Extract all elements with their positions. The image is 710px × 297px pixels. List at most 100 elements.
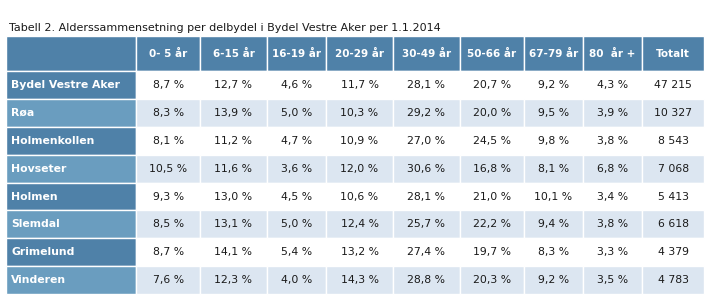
Bar (642, 99, 704, 127)
Text: 3,3 %: 3,3 % (597, 247, 628, 257)
Text: 3,4 %: 3,4 % (597, 192, 628, 202)
Text: 4 379: 4 379 (657, 247, 689, 257)
Bar (267, 266, 326, 294)
Text: 28,1 %: 28,1 % (408, 192, 445, 202)
Bar (136, 183, 200, 211)
Bar (523, 155, 583, 183)
Text: 10,5 %: 10,5 % (149, 164, 187, 174)
Bar (523, 183, 583, 211)
Bar (326, 99, 393, 127)
Bar (523, 37, 583, 71)
Text: 4,6 %: 4,6 % (281, 80, 312, 90)
Bar (583, 71, 642, 99)
Bar (326, 238, 393, 266)
Bar (460, 127, 523, 155)
Text: 8,7 %: 8,7 % (153, 80, 184, 90)
Text: 24,5 %: 24,5 % (473, 136, 510, 146)
Text: 14,3 %: 14,3 % (341, 275, 378, 285)
Text: 13,2 %: 13,2 % (341, 247, 378, 257)
Bar (326, 183, 393, 211)
Text: 80  år +: 80 år + (589, 49, 635, 59)
Bar (642, 211, 704, 238)
Bar (523, 127, 583, 155)
Bar (642, 155, 704, 183)
Bar (583, 238, 642, 266)
Bar (200, 99, 267, 127)
Text: 20,3 %: 20,3 % (473, 275, 510, 285)
Text: 11,7 %: 11,7 % (341, 80, 378, 90)
Text: 0- 5 år: 0- 5 år (149, 49, 187, 59)
Text: 16-19 år: 16-19 år (272, 49, 321, 59)
Text: 8,3 %: 8,3 % (153, 108, 184, 118)
Text: 7 068: 7 068 (657, 164, 689, 174)
Bar (136, 238, 200, 266)
Bar (6, 155, 136, 183)
Text: 4,0 %: 4,0 % (281, 275, 312, 285)
Bar (583, 266, 642, 294)
Bar (326, 71, 393, 99)
Bar (200, 127, 267, 155)
Bar (583, 127, 642, 155)
Text: 20-29 år: 20-29 år (335, 49, 384, 59)
Text: 9,3 %: 9,3 % (153, 192, 184, 202)
Bar (200, 211, 267, 238)
Text: 30,6 %: 30,6 % (408, 164, 445, 174)
Bar (267, 211, 326, 238)
Text: 6,8 %: 6,8 % (597, 164, 628, 174)
Text: 8 543: 8 543 (657, 136, 689, 146)
Bar (200, 183, 267, 211)
Bar (136, 127, 200, 155)
Text: 3,9 %: 3,9 % (597, 108, 628, 118)
Text: 50-66 år: 50-66 år (467, 49, 516, 59)
Bar (460, 183, 523, 211)
Bar (583, 155, 642, 183)
Text: 27,4 %: 27,4 % (408, 247, 445, 257)
Bar (393, 183, 460, 211)
Text: 25,7 %: 25,7 % (408, 219, 445, 229)
Text: 9,2 %: 9,2 % (537, 80, 569, 90)
Bar (583, 183, 642, 211)
Text: 6 618: 6 618 (657, 219, 689, 229)
Text: 67-79 år: 67-79 år (528, 49, 578, 59)
Text: 10,9 %: 10,9 % (341, 136, 378, 146)
Bar (326, 37, 393, 71)
Bar (6, 37, 136, 71)
Bar (583, 99, 642, 127)
Text: 12,4 %: 12,4 % (341, 219, 378, 229)
Bar (393, 155, 460, 183)
Bar (393, 127, 460, 155)
Bar (6, 127, 136, 155)
Bar (136, 37, 200, 71)
Text: Bydel Vestre Aker: Bydel Vestre Aker (11, 80, 121, 90)
Text: 12,3 %: 12,3 % (214, 275, 253, 285)
Bar (326, 211, 393, 238)
Text: 7,6 %: 7,6 % (153, 275, 184, 285)
Text: 5,0 %: 5,0 % (281, 108, 312, 118)
Bar (642, 127, 704, 155)
Text: 9,5 %: 9,5 % (537, 108, 569, 118)
Text: 8,1 %: 8,1 % (153, 136, 184, 146)
Text: 4,5 %: 4,5 % (281, 192, 312, 202)
Bar (460, 99, 523, 127)
Bar (267, 127, 326, 155)
Bar (460, 155, 523, 183)
Text: 16,8 %: 16,8 % (473, 164, 510, 174)
Text: Grimelund: Grimelund (11, 247, 75, 257)
Text: 19,7 %: 19,7 % (473, 247, 510, 257)
Bar (393, 211, 460, 238)
Bar (523, 238, 583, 266)
Text: 20,0 %: 20,0 % (473, 108, 510, 118)
Text: 9,2 %: 9,2 % (537, 275, 569, 285)
Bar (393, 238, 460, 266)
Text: 20,7 %: 20,7 % (473, 80, 510, 90)
Bar (6, 99, 136, 127)
Text: 8,3 %: 8,3 % (537, 247, 569, 257)
Bar (583, 37, 642, 71)
Text: 10 327: 10 327 (654, 108, 692, 118)
Text: 6-15 år: 6-15 år (212, 49, 254, 59)
Text: Slemdal: Slemdal (11, 219, 60, 229)
Bar (326, 155, 393, 183)
Text: 29,2 %: 29,2 % (408, 108, 445, 118)
Bar (267, 183, 326, 211)
Bar (460, 266, 523, 294)
